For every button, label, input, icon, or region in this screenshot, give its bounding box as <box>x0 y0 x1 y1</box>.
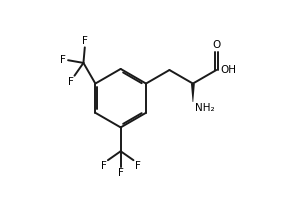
Text: O: O <box>212 40 220 50</box>
Text: F: F <box>68 77 73 87</box>
Text: OH: OH <box>220 65 236 75</box>
Text: NH₂: NH₂ <box>195 103 215 113</box>
Text: F: F <box>82 36 88 46</box>
Text: F: F <box>60 55 66 65</box>
Text: F: F <box>101 161 107 171</box>
Text: F: F <box>118 168 124 178</box>
Polygon shape <box>191 83 195 102</box>
Text: F: F <box>135 161 141 171</box>
